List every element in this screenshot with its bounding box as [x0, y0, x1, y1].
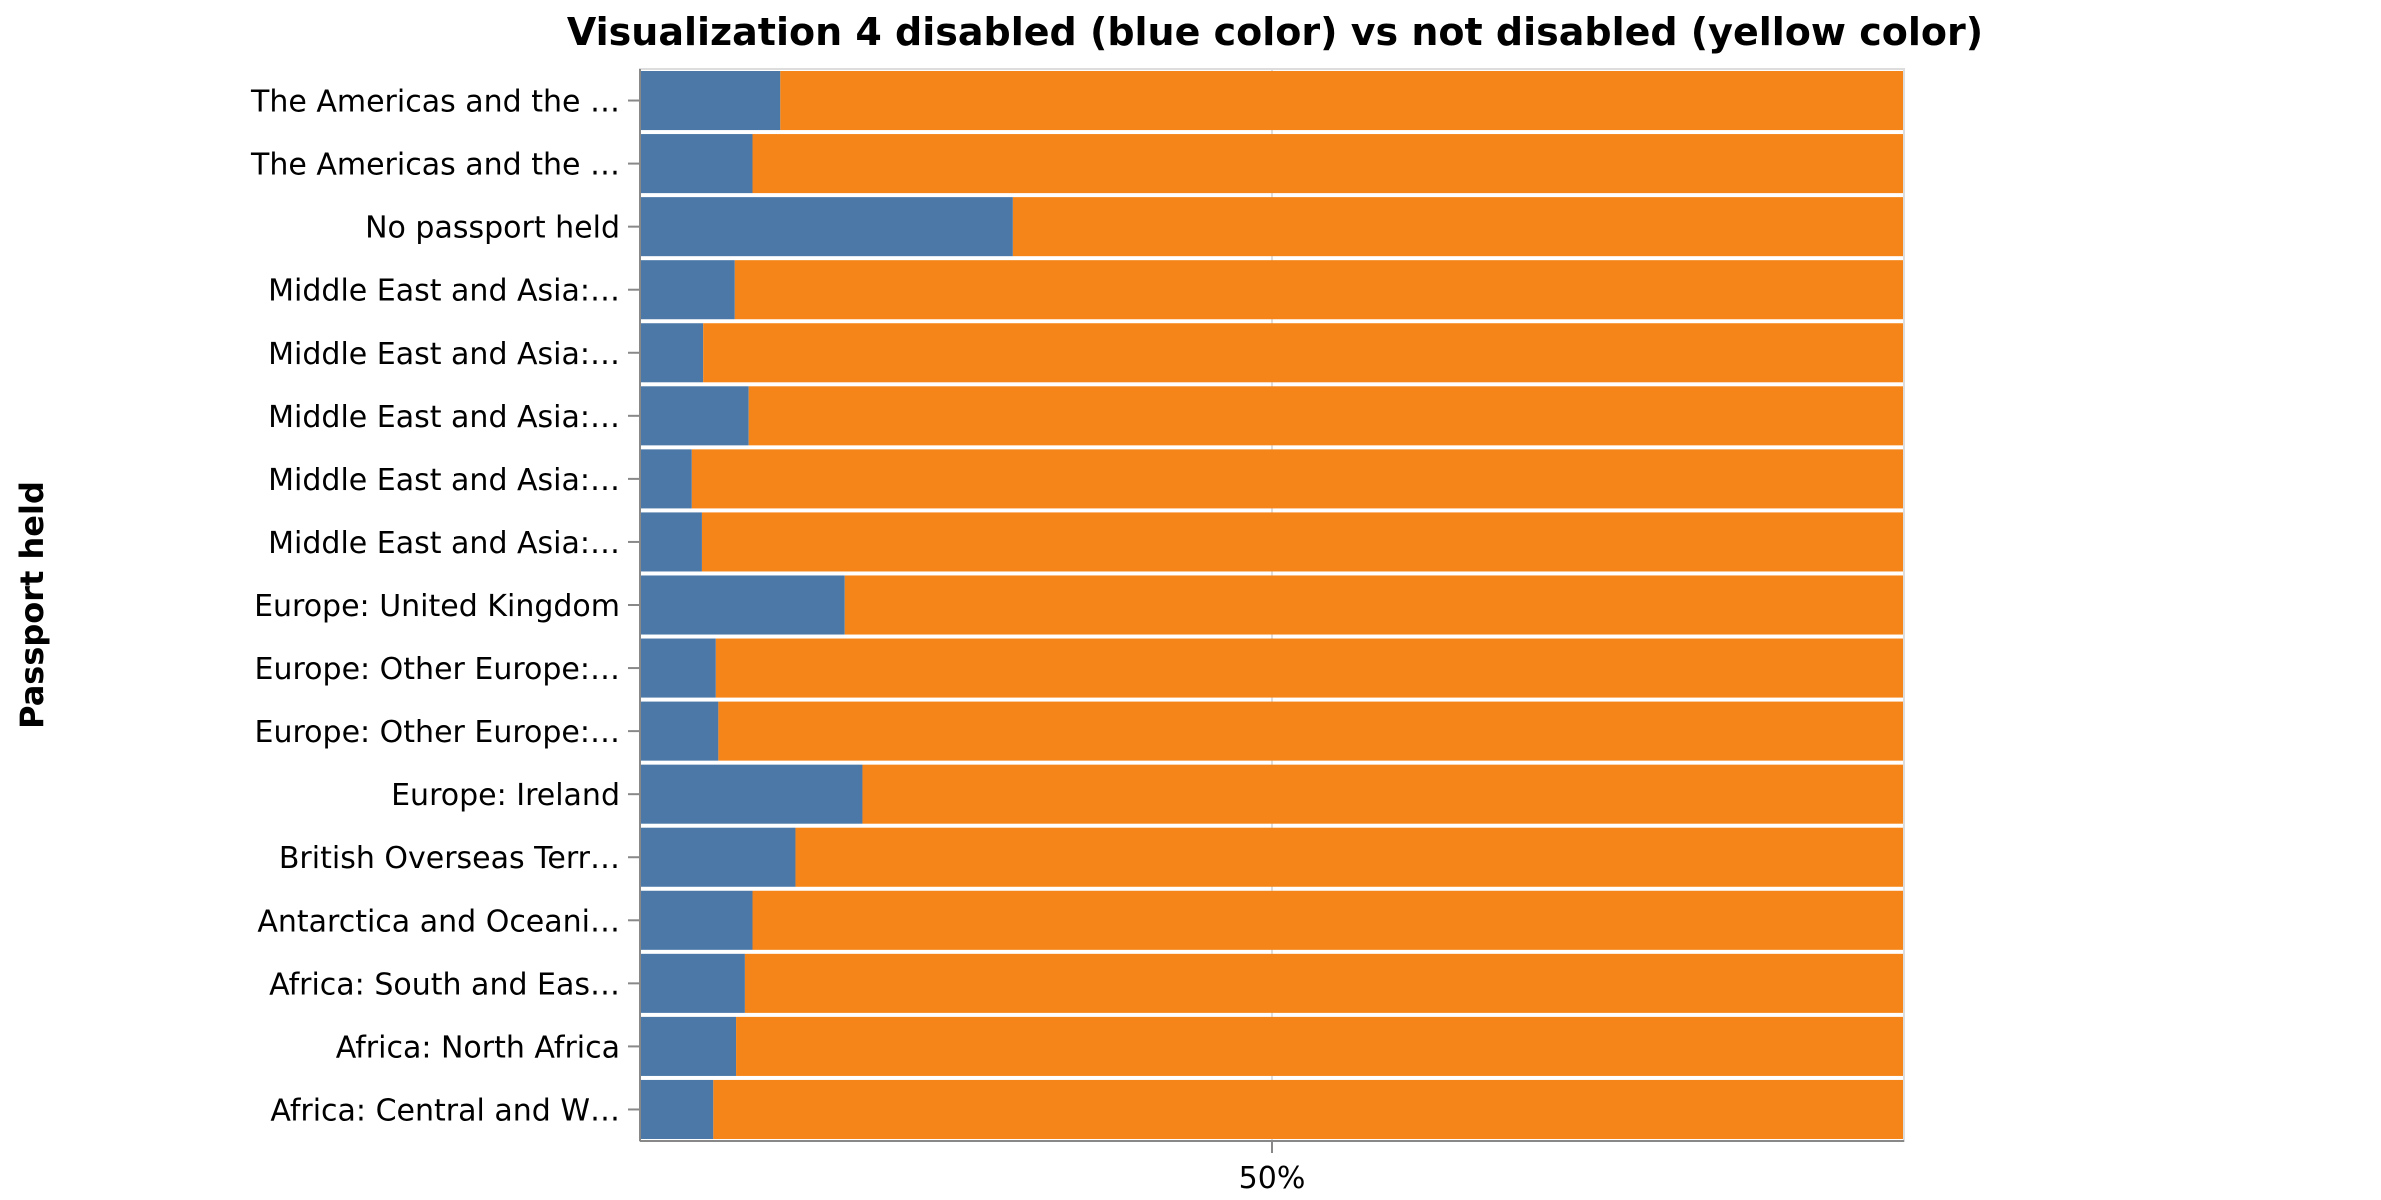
y-tick-label: Europe: Other Europe:… [255, 715, 620, 750]
y-tick-label: The Americas and the … [250, 85, 620, 120]
bar-orange [715, 638, 1904, 698]
y-tick-label: Europe: Ireland [391, 778, 620, 813]
bar-orange [748, 386, 1904, 446]
bar-blue [640, 701, 719, 761]
y-tick-label: Africa: North Africa [336, 1030, 620, 1065]
y-tick-label: Africa: Central and W… [270, 1093, 620, 1128]
bar-blue [640, 1016, 737, 1076]
y-tick-label: Europe: United Kingdom [254, 589, 620, 624]
y-tick-label: Africa: South and Eas… [269, 967, 620, 1002]
bar-blue [640, 386, 749, 446]
bar-blue [640, 449, 692, 509]
bar-blue [640, 134, 753, 194]
bar-orange [744, 953, 1904, 1013]
plot-area: The Americas and the … The Americas and t… [250, 68, 1905, 1196]
bar-orange [718, 701, 1905, 761]
y-tick-label: British Overseas Terr… [279, 841, 620, 876]
bar-orange [862, 764, 1904, 824]
chart-title: Visualization 4 disabled (blue color) vs… [567, 10, 1983, 54]
bar-orange [752, 890, 1904, 950]
bar-orange [1012, 197, 1904, 257]
y-tick-label: Europe: Other Europe:… [255, 652, 620, 687]
bar-orange [734, 260, 1904, 320]
bar-orange [701, 512, 1904, 572]
bar-blue [640, 71, 781, 131]
y-tick-label: Middle East and Asia:… [268, 337, 620, 372]
y-tick-label: Middle East and Asia:… [268, 463, 620, 498]
y-tick-label: Middle East and Asia:… [268, 526, 620, 561]
y-tick-label: Middle East and Asia:… [268, 400, 620, 435]
bar-orange [752, 134, 1904, 194]
bar-blue [640, 197, 1013, 257]
bar-blue [640, 323, 704, 383]
bar-blue [640, 260, 735, 320]
y-tick-label: The Americas and the … [250, 148, 620, 183]
bar-orange [703, 323, 1905, 383]
bar-blue [640, 1079, 714, 1139]
bar-orange [713, 1079, 1904, 1139]
bar-blue [640, 953, 745, 1013]
bar-orange [691, 449, 1904, 509]
y-tick-label: Middle East and Asia:… [268, 274, 620, 309]
x-tick-label: 50% [1239, 1161, 1306, 1196]
y-tick-label: Antarctica and Oceani… [257, 904, 620, 939]
bar-blue [640, 575, 845, 635]
bar-orange [844, 575, 1904, 635]
bar-blue [640, 512, 702, 572]
bar-blue [640, 764, 863, 824]
bar-orange [780, 71, 1905, 131]
y-tick-label: No passport held [365, 211, 620, 246]
bar-orange [736, 1016, 1905, 1076]
bar-blue [640, 827, 796, 887]
bar-orange [795, 827, 1905, 887]
bar-blue [640, 890, 753, 950]
y-axis-title: Passport held [13, 481, 51, 729]
bar-blue [640, 638, 716, 698]
